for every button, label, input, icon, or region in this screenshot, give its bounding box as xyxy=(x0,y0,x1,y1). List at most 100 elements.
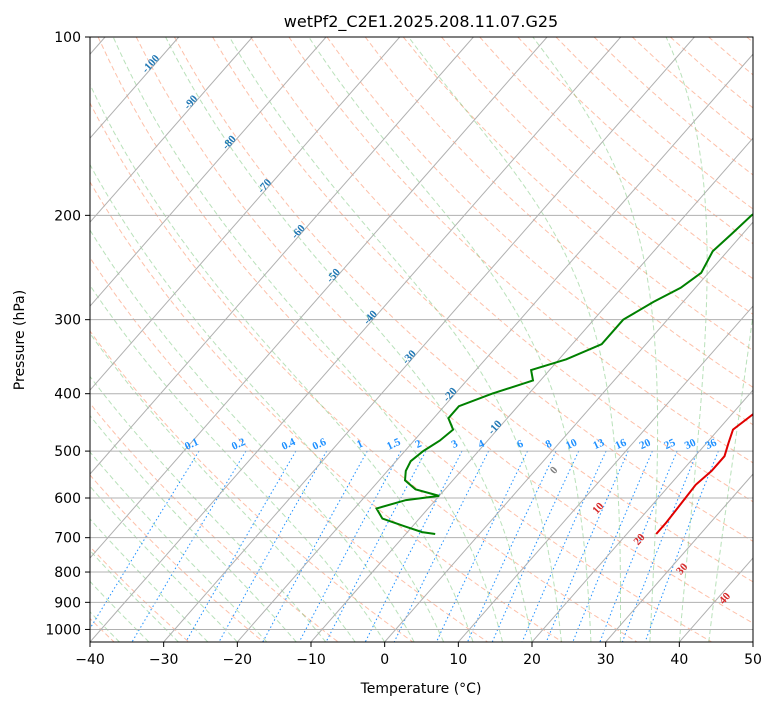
plot-frame xyxy=(89,36,754,643)
isotherm-label: -100 xyxy=(140,52,163,75)
x-tick-label: 40 xyxy=(670,652,688,668)
x-tick-label: −10 xyxy=(296,652,326,668)
moist-adiabat-line xyxy=(308,37,592,642)
x-tick-label: 0 xyxy=(380,652,389,668)
dry-adiabat-line xyxy=(97,37,713,642)
mixing-ratio-line xyxy=(364,450,463,642)
moist-adiabat-line xyxy=(90,549,179,642)
mixing-ratio-line xyxy=(435,450,528,642)
y-tick-label: 1000 xyxy=(45,622,81,638)
isotherm-line xyxy=(90,37,401,391)
moist-adiabat-line xyxy=(708,310,753,642)
x-tick-label: 20 xyxy=(523,652,541,668)
dry-adiabat-line xyxy=(173,37,753,583)
mixing-ratio-line xyxy=(545,450,629,642)
dry-adiabat-line xyxy=(90,545,190,642)
mixing-ratio-label: 0.1 xyxy=(183,436,201,453)
isotherm-line xyxy=(310,137,753,642)
isotherm-label: -40 xyxy=(361,308,380,327)
chart-title: wetPf2_C2E1.2025.208.11.07.G25 xyxy=(284,12,558,32)
x-tick-label: 30 xyxy=(597,652,615,668)
isotherm-line xyxy=(678,557,753,642)
dry-adiabat-line xyxy=(135,37,753,624)
y-tick-label: 100 xyxy=(54,30,81,46)
x-axis-ticks: −40 −30 −20 −10 0 10 20 30 40 50 xyxy=(75,642,762,668)
mixing-ratio-label: 36 xyxy=(704,436,719,452)
background-line-labels: 0.1 0.2 0.4 0.6 1 1.5 2 3 4 6 8 10 13 16 20 25 30 36-100-… xyxy=(140,52,734,606)
mixing-ratio-label: 16 xyxy=(613,436,628,452)
y-tick-label: 500 xyxy=(54,444,81,460)
mixing-ratio-lines xyxy=(90,450,719,642)
isotherms xyxy=(90,37,753,642)
mixing-ratio-line xyxy=(90,450,200,630)
isotherm-line xyxy=(236,53,753,642)
mixing-ratio-label: 4 xyxy=(476,438,487,451)
mixing-ratio-label: 10 xyxy=(564,436,579,452)
moist-adiabat-label: 20 xyxy=(631,531,648,548)
x-tick-label: 10 xyxy=(449,652,467,668)
mixing-ratio-label: 0.6 xyxy=(311,436,329,453)
mixing-ratio-line xyxy=(262,450,368,642)
moist-adiabat-line xyxy=(229,37,562,642)
y-axis-ticks: 100 200 300 400 500 600 700 800 900 1000 xyxy=(45,30,90,638)
y-tick-label: 800 xyxy=(54,565,81,581)
dry-adiabat-line xyxy=(90,256,489,642)
mixing-ratio-line xyxy=(621,450,699,642)
isotherm-line xyxy=(457,305,753,642)
y-tick-label: 600 xyxy=(54,491,81,507)
isotherm-line xyxy=(90,37,474,475)
mixing-ratio-line xyxy=(491,450,580,642)
mixing-ratio-label: 25 xyxy=(662,436,677,452)
y-tick-label: 300 xyxy=(54,313,81,329)
isotherm-line xyxy=(531,389,753,642)
isotherm-line xyxy=(163,37,695,642)
x-tick-label: 50 xyxy=(744,652,762,668)
isotherm-line xyxy=(90,37,622,642)
x-tick-label: −30 xyxy=(149,652,179,668)
moist-adiabat-line xyxy=(90,163,445,642)
mixing-ratio-line xyxy=(185,450,297,642)
moist-adiabat-line xyxy=(112,37,503,642)
moist-adiabat-label: 10 xyxy=(590,500,607,517)
mixing-ratio-label: 20 xyxy=(638,436,653,452)
dry-adiabat-line xyxy=(90,180,564,642)
isotherm-label: -10 xyxy=(486,418,505,437)
mixing-ratio-label: 0.4 xyxy=(280,436,298,453)
isotherm-line xyxy=(90,37,548,559)
mixing-ratio-label: 6 xyxy=(515,438,526,451)
dry-adiabat-line xyxy=(708,37,753,76)
mixing-ratio-line xyxy=(572,450,653,642)
mixing-ratio-label: 0.2 xyxy=(230,436,248,453)
mixing-ratio-label: 3 xyxy=(450,438,461,451)
dry-adiabat-line xyxy=(90,402,340,642)
y-axis-label: Pressure (hPa) xyxy=(12,290,28,390)
dry-adiabat-line xyxy=(441,37,753,315)
isotherm-label: -50 xyxy=(324,266,343,285)
mixing-ratio-label: 13 xyxy=(591,436,606,452)
moist-adiabats xyxy=(90,37,753,642)
profile-series xyxy=(374,213,753,535)
dry-adiabat-line xyxy=(364,37,753,388)
dry-adiabat-line xyxy=(326,37,753,426)
dry-adiabat-line xyxy=(250,37,753,503)
isotherm-label: -30 xyxy=(400,347,419,366)
isotherm-label: -60 xyxy=(289,222,308,241)
moist-adiabat-label: 0 xyxy=(548,464,561,476)
mixing-ratio-line xyxy=(131,450,247,642)
isotherm-line xyxy=(90,37,327,307)
isotherm-line xyxy=(752,641,753,642)
isotherm-line xyxy=(90,37,253,223)
mixing-ratio-line xyxy=(466,450,557,642)
x-tick-label: −40 xyxy=(75,652,105,668)
dry-adiabat-line xyxy=(90,101,638,642)
moist-adiabat-line xyxy=(665,37,708,642)
mixing-ratio-line xyxy=(298,450,402,642)
moist-adiabat-line xyxy=(408,37,621,642)
isotherm-line xyxy=(605,473,753,642)
dry-adiabat-line xyxy=(402,37,753,352)
moist-adiabat-line xyxy=(532,37,659,642)
moist-adiabat-line xyxy=(90,332,356,642)
mixing-ratio-label: 30 xyxy=(683,436,698,452)
y-tick-label: 900 xyxy=(54,595,81,611)
